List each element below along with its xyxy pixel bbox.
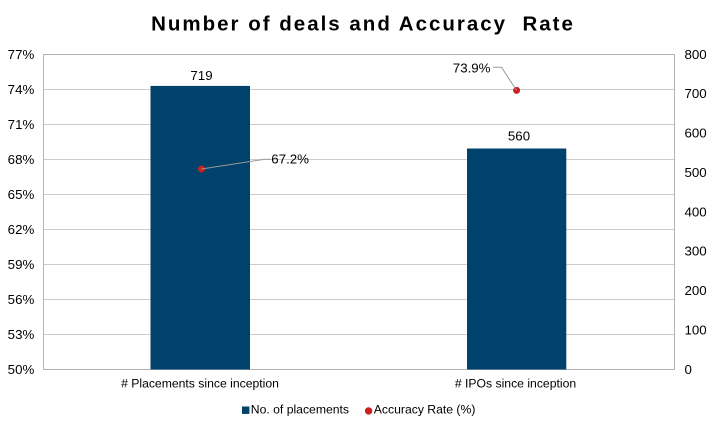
svg-text:71%: 71% <box>8 117 35 132</box>
svg-text:59%: 59% <box>8 257 35 272</box>
svg-text:# IPOs since inception: # IPOs since inception <box>455 377 576 391</box>
svg-text:73.9%: 73.9% <box>453 60 491 75</box>
svg-text:500: 500 <box>685 165 707 180</box>
svg-text:800: 800 <box>685 47 707 62</box>
svg-text:Accuracy Rate (%): Accuracy Rate (%) <box>374 403 476 417</box>
svg-text:719: 719 <box>190 68 212 83</box>
svg-text:65%: 65% <box>8 187 35 202</box>
svg-text:100: 100 <box>685 323 707 338</box>
svg-text:56%: 56% <box>8 292 35 307</box>
svg-text:300: 300 <box>685 244 707 259</box>
svg-text:62%: 62% <box>8 222 35 237</box>
svg-text:200: 200 <box>685 283 707 298</box>
svg-text:Number of deals and Accuracy: Number of deals and Accuracy Rate <box>151 13 575 36</box>
svg-text:No. of placements: No. of placements <box>251 403 349 417</box>
svg-text:600: 600 <box>685 126 707 141</box>
svg-text:68%: 68% <box>8 152 35 167</box>
svg-text:400: 400 <box>685 204 707 219</box>
svg-text:77%: 77% <box>8 47 35 62</box>
svg-text:74%: 74% <box>8 82 35 97</box>
svg-text:67.2%: 67.2% <box>271 151 309 166</box>
svg-text:560: 560 <box>508 129 530 144</box>
svg-text:0: 0 <box>685 362 692 377</box>
svg-text:53%: 53% <box>8 327 35 342</box>
svg-text:700: 700 <box>685 86 707 101</box>
svg-text:# Placements since inception: # Placements since inception <box>121 377 279 391</box>
svg-text:50%: 50% <box>8 362 35 377</box>
